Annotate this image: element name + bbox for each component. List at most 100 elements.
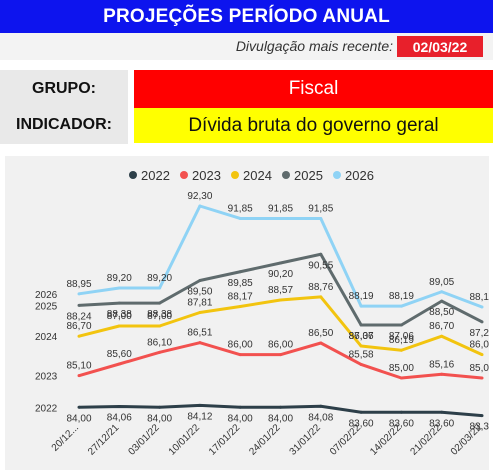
data-point-2023 (480, 376, 484, 380)
data-point-2026 (117, 286, 121, 290)
data-label-2022: 84,00 (66, 413, 91, 424)
data-label-2025: 88,38 (107, 309, 132, 320)
data-label-2023: 85,58 (349, 349, 374, 360)
legend-label-2023: 2023 (192, 168, 221, 183)
data-label-2026: 92,30 (187, 191, 212, 202)
data-label-2023: 86,00 (228, 340, 253, 351)
data-point-2022 (399, 410, 403, 414)
data-point-2025 (238, 270, 242, 274)
data-label-2024: 88,57 (268, 285, 293, 296)
chart-legend: 2022 2023 2024 2025 2026 (129, 168, 374, 183)
x-tick-label: 20/12... (50, 422, 81, 453)
data-label-2023: 85,16 (429, 359, 454, 370)
data-point-2023 (359, 362, 363, 366)
x-tick-label: 27/12/21 (86, 422, 122, 458)
data-label-2023: 85,00 (389, 363, 414, 374)
legend-label-2026: 2026 (345, 168, 374, 183)
data-point-2024 (399, 348, 403, 352)
data-label-2022: 83,33 (469, 422, 489, 433)
data-label-2025: 87,06 (349, 331, 374, 342)
data-point-2024 (117, 324, 121, 328)
data-label-2025: 90,20 (268, 269, 293, 280)
data-label-2022: 84,06 (107, 413, 132, 424)
legend-label-2024: 2024 (243, 168, 272, 183)
data-label-2023: 85,10 (66, 361, 91, 372)
legend-marker-2023 (180, 171, 188, 179)
chart-lines (77, 204, 484, 418)
data-label-2026: 88,95 (66, 279, 91, 290)
data-point-2024 (238, 305, 242, 308)
legend-marker-2025 (282, 171, 290, 179)
data-label-2024: 88,17 (228, 292, 253, 303)
data-point-2022 (117, 405, 121, 408)
data-point-2022 (319, 404, 323, 408)
data-label-2024: 87,00 (147, 311, 172, 322)
data-label-2022: 84,00 (268, 413, 293, 424)
row-label-2022: 2022 (35, 403, 58, 414)
data-label-2026: 91,85 (268, 203, 293, 214)
data-point-2022 (480, 414, 484, 418)
data-label-2025: 88,50 (429, 307, 454, 318)
data-point-2026 (399, 304, 403, 308)
group-selector[interactable]: Fiscal (134, 70, 493, 108)
data-label-2025: 89,50 (187, 287, 212, 298)
data-point-2026 (440, 290, 444, 294)
data-label-2022: 83,60 (389, 418, 414, 429)
data-label-2024: 86,00 (469, 340, 489, 351)
data-point-2024 (77, 334, 81, 338)
release-date-badge: 02/03/22 (397, 36, 483, 57)
data-label-2022: 84,08 (308, 412, 333, 423)
data-label-2025: 89,85 (228, 278, 253, 289)
data-label-2023: 86,10 (147, 337, 172, 348)
row-label-2026: 2026 (35, 290, 58, 301)
data-label-2023: 85,00 (469, 363, 489, 374)
data-point-2022 (238, 405, 242, 409)
data-label-2024: 86,37 (349, 331, 374, 342)
legend-marker-2026 (333, 171, 341, 179)
data-label-2025: 90,55 (308, 260, 333, 271)
release-label: Divulgação mais recente: (235, 38, 393, 54)
data-label-2026: 91,85 (228, 203, 253, 214)
release-info: Divulgação mais recente: 02/03/22 (0, 33, 493, 60)
x-tick-label: 03/01/22 (126, 422, 162, 458)
data-point-2022 (158, 405, 162, 409)
line-chart: 2022 2023 2024 2025 2026 84,00 84,06 84,00 84,1… (35, 168, 493, 458)
data-label-2024: 87,00 (107, 311, 132, 322)
data-point-2026 (319, 216, 323, 220)
data-point-2025 (117, 301, 121, 305)
row-label-2024: 2024 (35, 332, 58, 343)
data-label-2026: 88,19 (389, 291, 414, 302)
data-point-2022 (279, 405, 282, 409)
data-point-2023 (238, 353, 242, 357)
data-label-2026: 89,20 (147, 273, 172, 284)
data-label-2022: 84,12 (187, 411, 212, 422)
data-point-2023 (399, 376, 403, 380)
data-point-2025 (158, 301, 162, 305)
data-label-2023: 85,60 (107, 349, 132, 360)
x-tick-label: 17/01/22 (207, 422, 243, 458)
data-label-2025: 88,38 (147, 309, 172, 320)
data-point-2025 (399, 323, 403, 327)
data-point-2024 (158, 324, 162, 328)
x-tick-label: 10/01/22 (167, 422, 203, 458)
data-point-2024 (319, 295, 323, 299)
data-label-2024: 86,70 (66, 321, 91, 332)
data-point-2023 (440, 372, 444, 376)
data-point-2024 (279, 298, 282, 302)
group-label: GRUPO: (0, 70, 128, 108)
data-label-2022: 84,00 (228, 413, 253, 424)
data-point-2025 (198, 279, 202, 282)
data-point-2022 (359, 410, 363, 414)
chart-x-axis: 20/12... 27/12/21 03/01/22 10/01/22 17/01/22… (50, 422, 485, 458)
indicator-selector[interactable]: Dívida bruta do governo geral (134, 108, 493, 143)
legend-label-2025: 2025 (294, 168, 323, 183)
data-label-2025: 87,25 (469, 328, 489, 339)
indicator-label: INDICADOR: (0, 106, 128, 144)
data-label-2022: 83,60 (429, 418, 454, 429)
data-label-2026: 91,85 (308, 203, 333, 214)
data-label-2026: 89,05 (429, 277, 454, 288)
data-label-2022: 83,60 (349, 418, 374, 429)
data-point-2026 (279, 216, 282, 220)
data-point-2025 (440, 299, 444, 303)
